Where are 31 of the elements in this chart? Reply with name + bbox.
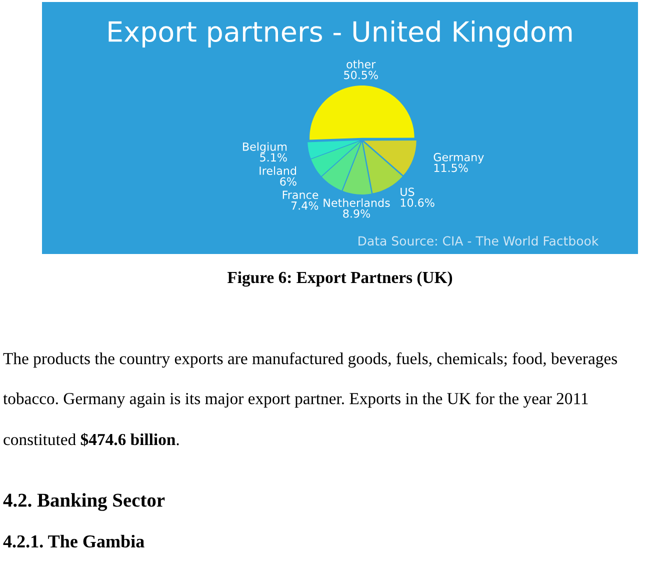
pie-slice [310,86,414,140]
slice-label: Netherlands [324,198,390,208]
pie-slice [322,142,361,190]
source-note: Data Source: CIA - The World Factbook [358,236,599,246]
slice-label: France [282,190,318,200]
slice-label: Belgium [243,142,287,153]
data-label: 50.5% [344,70,378,80]
slice-label: other [346,60,376,68]
pie-slice [364,140,416,176]
text: $474.6 billion [80,432,176,446]
pie-slice [363,142,402,194]
caption: Figure 6: Export Partners (UK) [227,271,452,287]
chart-title: Export partners - United Kingdom [108,20,572,48]
pie-slice [342,142,372,194]
text: 4.2.1. The Gambia [3,534,144,548]
slice-label: US [400,188,414,196]
text: 4.2. Banking Sector [3,493,165,511]
text: The products the country exports are manufactured goods, fuels, chemicals; food, beverages [3,352,617,368]
slice-label: Ireland [260,166,296,175]
data-label: 11.5% [434,164,468,172]
slice-label: Germany [434,152,484,164]
text: tobacco. Germany again is its major export partner. Exports in the UK for the year 2011 [3,392,588,408]
data-label: 6% [280,177,296,186]
data-label: 5.1% [260,153,287,162]
text: constituted [4,433,76,446]
pie-slice [308,140,360,159]
data-label: 8.9% [343,209,370,218]
pie-slice [311,141,360,176]
data-label: 7.4% [291,201,318,210]
text: . [176,443,179,446]
data-label: 10.6% [400,198,434,207]
